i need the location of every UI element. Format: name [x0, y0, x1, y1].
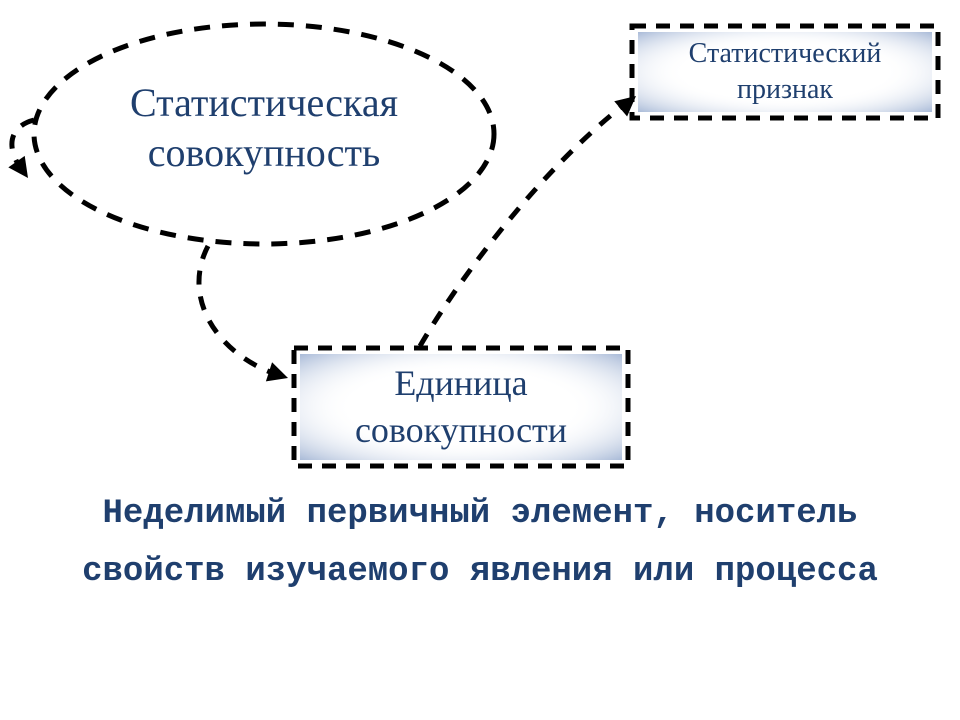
node-attribute-label: Статистический признак: [632, 26, 938, 118]
description-text: Неделимый первичный элемент, носитель св…: [60, 486, 900, 602]
diagram-stage: Статистическая совокупность Статистическ…: [0, 0, 960, 720]
node-main-label: Статистическая совокупность: [34, 78, 494, 178]
node-unit-label: Единица совокупности: [294, 348, 628, 466]
